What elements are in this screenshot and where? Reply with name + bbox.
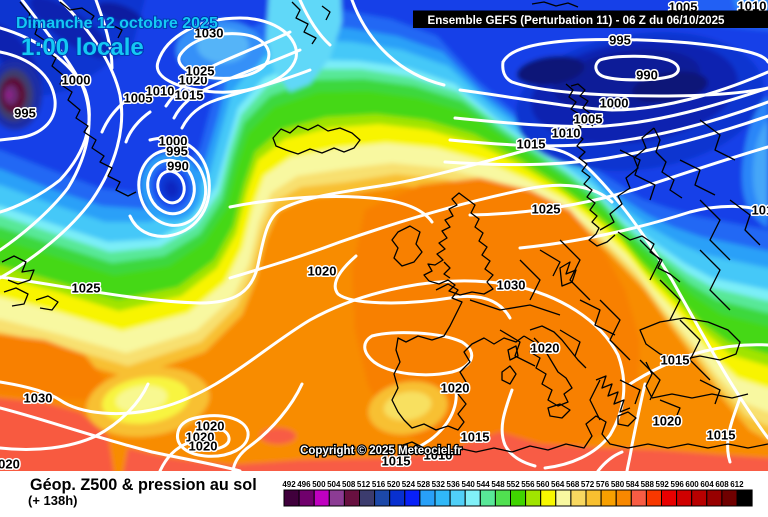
svg-text:532: 532	[432, 480, 446, 489]
svg-text:548: 548	[491, 480, 505, 489]
svg-text:1005: 1005	[574, 112, 603, 127]
svg-text:1010: 1010	[424, 448, 453, 463]
svg-text:Copyright © 2025 Meteociel.fr: Copyright © 2025 Meteociel.fr	[300, 445, 462, 457]
svg-text:990: 990	[167, 159, 189, 174]
svg-text:524: 524	[402, 480, 416, 489]
svg-text:596: 596	[671, 480, 685, 489]
svg-text:516: 516	[372, 480, 386, 489]
svg-text:1015: 1015	[175, 88, 204, 103]
svg-text:1030: 1030	[497, 278, 526, 293]
svg-text:588: 588	[641, 480, 655, 489]
svg-text:1015: 1015	[661, 353, 690, 368]
svg-text:552: 552	[506, 480, 520, 489]
svg-text:1030: 1030	[24, 391, 53, 406]
svg-text:1000: 1000	[600, 96, 629, 111]
svg-text:1010: 1010	[552, 126, 581, 141]
svg-text:508: 508	[342, 480, 356, 489]
svg-text:500: 500	[312, 480, 326, 489]
svg-text:1000: 1000	[159, 134, 188, 149]
svg-text:572: 572	[581, 480, 595, 489]
svg-text:Ensemble GEFS (Perturbation 1: Ensemble GEFS (Perturbation 11) - 06 Z d…	[427, 14, 725, 27]
svg-text:556: 556	[521, 480, 535, 489]
svg-text:528: 528	[417, 480, 431, 489]
svg-text:995: 995	[609, 33, 631, 48]
svg-text:1000: 1000	[62, 73, 91, 88]
svg-text:604: 604	[700, 480, 714, 489]
svg-text:1015: 1015	[752, 203, 768, 218]
svg-text:990: 990	[636, 68, 658, 83]
svg-text:020: 020	[0, 457, 20, 472]
svg-text:592: 592	[656, 480, 670, 489]
svg-text:568: 568	[566, 480, 580, 489]
svg-text:536: 536	[447, 480, 461, 489]
svg-text:Géop. Z500 & pression au sol: Géop. Z500 & pression au sol	[30, 476, 257, 494]
svg-text:576: 576	[596, 480, 610, 489]
svg-text:995: 995	[14, 106, 36, 121]
svg-text:1015: 1015	[517, 137, 546, 152]
svg-text:1025: 1025	[532, 202, 561, 217]
svg-text:1025: 1025	[72, 281, 101, 296]
svg-text:1020: 1020	[441, 381, 470, 396]
svg-text:564: 564	[551, 480, 565, 489]
svg-text:520: 520	[387, 480, 401, 489]
svg-text:560: 560	[536, 480, 550, 489]
svg-text:492: 492	[282, 480, 296, 489]
svg-text:1015: 1015	[382, 454, 411, 469]
svg-text:1020: 1020	[186, 430, 215, 445]
svg-text:584: 584	[626, 480, 640, 489]
svg-text:995: 995	[166, 144, 188, 159]
svg-text:608: 608	[715, 480, 729, 489]
svg-text:1:00 locale: 1:00 locale	[21, 34, 144, 61]
svg-text:504: 504	[327, 480, 341, 489]
svg-text:612: 612	[730, 480, 744, 489]
svg-text:1025: 1025	[186, 64, 215, 79]
svg-text:1010: 1010	[146, 84, 175, 99]
svg-text:540: 540	[462, 480, 476, 489]
svg-text:(+ 138h): (+ 138h)	[28, 493, 78, 508]
svg-text:1020: 1020	[531, 341, 560, 356]
svg-text:544: 544	[476, 480, 490, 489]
svg-text:1015: 1015	[461, 430, 490, 445]
svg-text:1030: 1030	[195, 26, 224, 41]
svg-text:Dimanche 12 octobre 2025: Dimanche 12 octobre 2025	[16, 15, 218, 32]
svg-text:496: 496	[297, 480, 311, 489]
svg-text:600: 600	[685, 480, 699, 489]
svg-text:512: 512	[357, 480, 371, 489]
svg-text:1020: 1020	[189, 439, 218, 454]
svg-text:1020: 1020	[179, 73, 208, 88]
svg-text:1015: 1015	[707, 428, 736, 443]
svg-text:1005: 1005	[124, 91, 153, 106]
svg-text:1020: 1020	[653, 414, 682, 429]
svg-text:1020: 1020	[196, 419, 225, 434]
svg-text:580: 580	[611, 480, 625, 489]
svg-text:1020: 1020	[308, 264, 337, 279]
